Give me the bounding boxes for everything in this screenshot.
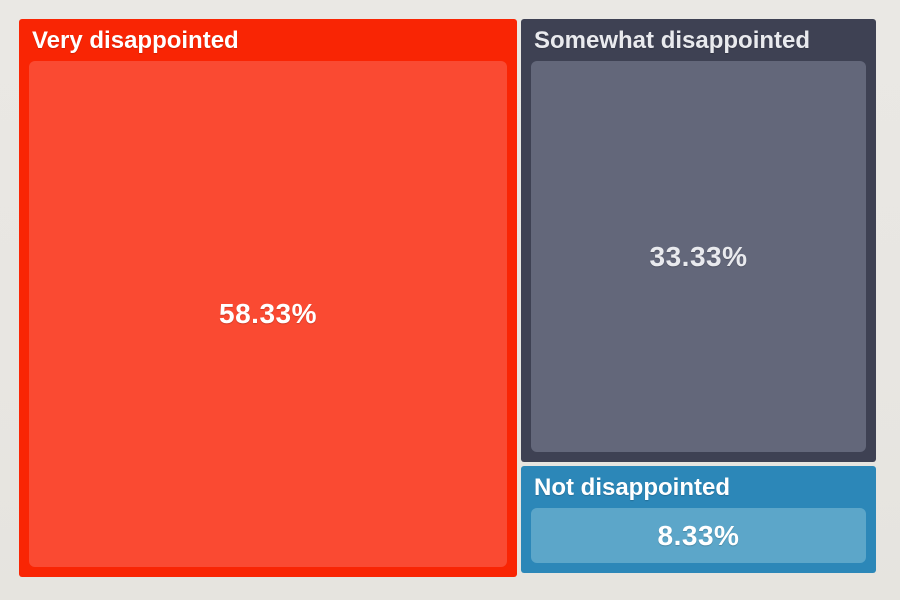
tile-label-not-disappointed: Not disappointed — [534, 474, 730, 501]
treemap-tile-somewhat-disappointed[interactable]: Somewhat disappointed 33.33% — [521, 19, 876, 462]
tile-value-very-disappointed: 58.33% — [219, 298, 317, 329]
treemap-tile-not-disappointed[interactable]: Not disappointed 8.33% — [521, 466, 876, 573]
treemap-column-left: Very disappointed 58.33% — [19, 19, 517, 577]
treemap-tile-very-disappointed[interactable]: Very disappointed 58.33% — [19, 19, 517, 577]
treemap-column-right: Somewhat disappointed 33.33% Not disappo… — [521, 19, 876, 577]
tile-label-very-disappointed: Very disappointed — [32, 27, 239, 54]
tile-inner-not-disappointed: 8.33% — [531, 508, 866, 563]
tile-value-not-disappointed: 8.33% — [657, 519, 740, 551]
tile-inner-very-disappointed: 58.33% — [29, 61, 507, 567]
tile-label-somewhat-disappointed: Somewhat disappointed — [534, 27, 811, 54]
tile-value-somewhat-disappointed: 33.33% — [649, 240, 748, 272]
treemap-area: Very disappointed 58.33% Somewhat disapp… — [19, 19, 876, 577]
tile-inner-somewhat-disappointed: 33.33% — [531, 61, 866, 452]
